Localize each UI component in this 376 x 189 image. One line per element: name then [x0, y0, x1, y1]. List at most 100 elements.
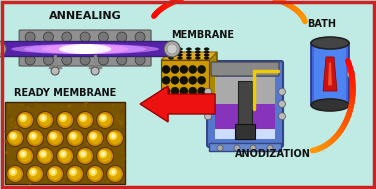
Circle shape — [117, 32, 127, 42]
Circle shape — [49, 168, 61, 180]
Circle shape — [116, 119, 118, 120]
Ellipse shape — [311, 37, 349, 49]
Circle shape — [86, 142, 89, 146]
Circle shape — [92, 147, 93, 148]
Ellipse shape — [177, 51, 182, 53]
Circle shape — [14, 125, 18, 129]
Circle shape — [89, 132, 101, 144]
Circle shape — [279, 113, 285, 120]
FancyBboxPatch shape — [314, 46, 346, 102]
Circle shape — [65, 167, 67, 169]
Circle shape — [39, 114, 47, 122]
Circle shape — [86, 129, 104, 147]
Circle shape — [106, 112, 109, 115]
Circle shape — [121, 130, 123, 131]
FancyBboxPatch shape — [5, 102, 125, 184]
Ellipse shape — [186, 54, 191, 56]
Circle shape — [80, 55, 90, 65]
Circle shape — [39, 121, 41, 123]
Circle shape — [96, 111, 114, 129]
Ellipse shape — [186, 51, 191, 53]
Circle shape — [39, 115, 41, 117]
Circle shape — [164, 41, 180, 57]
Circle shape — [85, 107, 86, 109]
Circle shape — [91, 182, 93, 184]
Circle shape — [37, 148, 53, 164]
Circle shape — [85, 143, 89, 147]
Circle shape — [39, 114, 51, 126]
Circle shape — [91, 120, 94, 123]
Circle shape — [135, 32, 145, 42]
Circle shape — [91, 170, 95, 174]
Circle shape — [171, 98, 179, 106]
Circle shape — [3, 139, 7, 143]
Ellipse shape — [59, 44, 111, 54]
Ellipse shape — [177, 48, 182, 50]
Circle shape — [180, 98, 188, 106]
Circle shape — [53, 105, 55, 107]
Circle shape — [120, 111, 123, 114]
Circle shape — [27, 130, 43, 146]
Circle shape — [101, 143, 103, 145]
Circle shape — [19, 150, 27, 158]
Circle shape — [73, 130, 75, 132]
Circle shape — [34, 149, 36, 150]
Circle shape — [79, 150, 87, 158]
Circle shape — [41, 116, 45, 120]
Ellipse shape — [311, 99, 349, 111]
Circle shape — [5, 151, 8, 154]
Circle shape — [89, 132, 97, 140]
Ellipse shape — [42, 44, 129, 54]
Circle shape — [205, 113, 212, 120]
Circle shape — [24, 162, 26, 164]
Circle shape — [111, 170, 115, 174]
Circle shape — [51, 170, 55, 174]
Circle shape — [33, 176, 37, 180]
Circle shape — [56, 111, 74, 129]
Circle shape — [97, 112, 113, 128]
Circle shape — [198, 76, 206, 84]
Circle shape — [20, 167, 23, 170]
Circle shape — [79, 114, 87, 122]
Circle shape — [77, 168, 80, 171]
Ellipse shape — [195, 57, 200, 59]
Circle shape — [88, 141, 91, 145]
Circle shape — [65, 157, 68, 161]
Circle shape — [76, 147, 94, 165]
Polygon shape — [323, 57, 337, 91]
Circle shape — [7, 130, 23, 146]
Polygon shape — [161, 60, 209, 108]
Circle shape — [44, 32, 53, 42]
Circle shape — [121, 152, 122, 153]
Circle shape — [80, 32, 90, 42]
Circle shape — [51, 134, 55, 138]
Circle shape — [97, 119, 100, 122]
Circle shape — [28, 124, 32, 127]
Circle shape — [4, 129, 8, 133]
Circle shape — [32, 145, 36, 148]
Circle shape — [19, 114, 31, 126]
Circle shape — [69, 168, 81, 180]
Circle shape — [107, 127, 108, 129]
Circle shape — [44, 55, 53, 65]
Circle shape — [22, 148, 23, 149]
Circle shape — [59, 114, 71, 126]
Circle shape — [39, 150, 47, 158]
Circle shape — [31, 170, 35, 174]
Circle shape — [87, 130, 103, 146]
Circle shape — [109, 132, 121, 144]
Circle shape — [7, 172, 9, 174]
Circle shape — [180, 65, 188, 74]
Circle shape — [106, 165, 124, 183]
Circle shape — [79, 119, 83, 122]
Circle shape — [279, 88, 285, 95]
Circle shape — [122, 132, 123, 134]
Text: ANNEALING: ANNEALING — [49, 11, 121, 21]
Circle shape — [36, 111, 54, 129]
Circle shape — [162, 76, 170, 84]
Circle shape — [67, 166, 83, 182]
Circle shape — [107, 166, 123, 182]
Circle shape — [78, 181, 81, 184]
Circle shape — [121, 174, 123, 176]
Circle shape — [234, 145, 240, 151]
